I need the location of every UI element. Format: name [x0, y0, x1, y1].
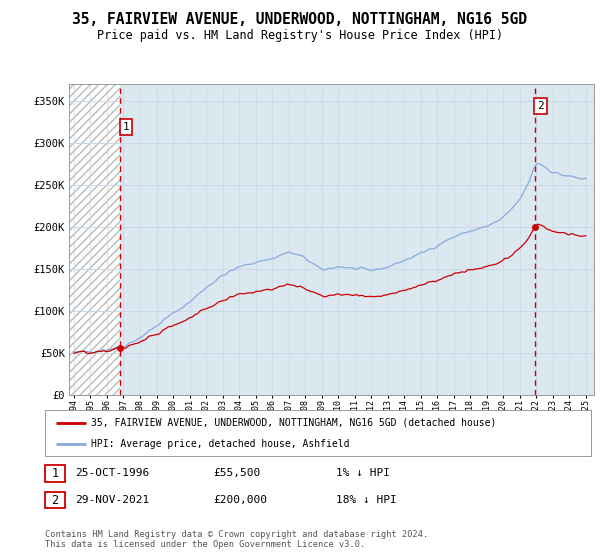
- Text: £55,500: £55,500: [213, 468, 260, 478]
- Text: 1% ↓ HPI: 1% ↓ HPI: [336, 468, 390, 478]
- Text: 35, FAIRVIEW AVENUE, UNDERWOOD, NOTTINGHAM, NG16 5GD (detached house): 35, FAIRVIEW AVENUE, UNDERWOOD, NOTTINGH…: [91, 418, 497, 428]
- Text: 1: 1: [123, 122, 130, 132]
- Bar: [69, 84, 121, 395]
- Text: £200,000: £200,000: [213, 495, 267, 505]
- Text: Contains HM Land Registry data © Crown copyright and database right 2024.
This d: Contains HM Land Registry data © Crown c…: [45, 530, 428, 549]
- Text: 2: 2: [52, 493, 58, 507]
- Text: 1: 1: [52, 466, 58, 480]
- Text: 29-NOV-2021: 29-NOV-2021: [75, 495, 149, 505]
- Text: 25-OCT-1996: 25-OCT-1996: [75, 468, 149, 478]
- Text: 35, FAIRVIEW AVENUE, UNDERWOOD, NOTTINGHAM, NG16 5GD: 35, FAIRVIEW AVENUE, UNDERWOOD, NOTTINGH…: [73, 12, 527, 27]
- Text: 18% ↓ HPI: 18% ↓ HPI: [336, 495, 397, 505]
- Text: Price paid vs. HM Land Registry's House Price Index (HPI): Price paid vs. HM Land Registry's House …: [97, 29, 503, 42]
- Text: 2: 2: [537, 101, 544, 111]
- Text: HPI: Average price, detached house, Ashfield: HPI: Average price, detached house, Ashf…: [91, 439, 350, 449]
